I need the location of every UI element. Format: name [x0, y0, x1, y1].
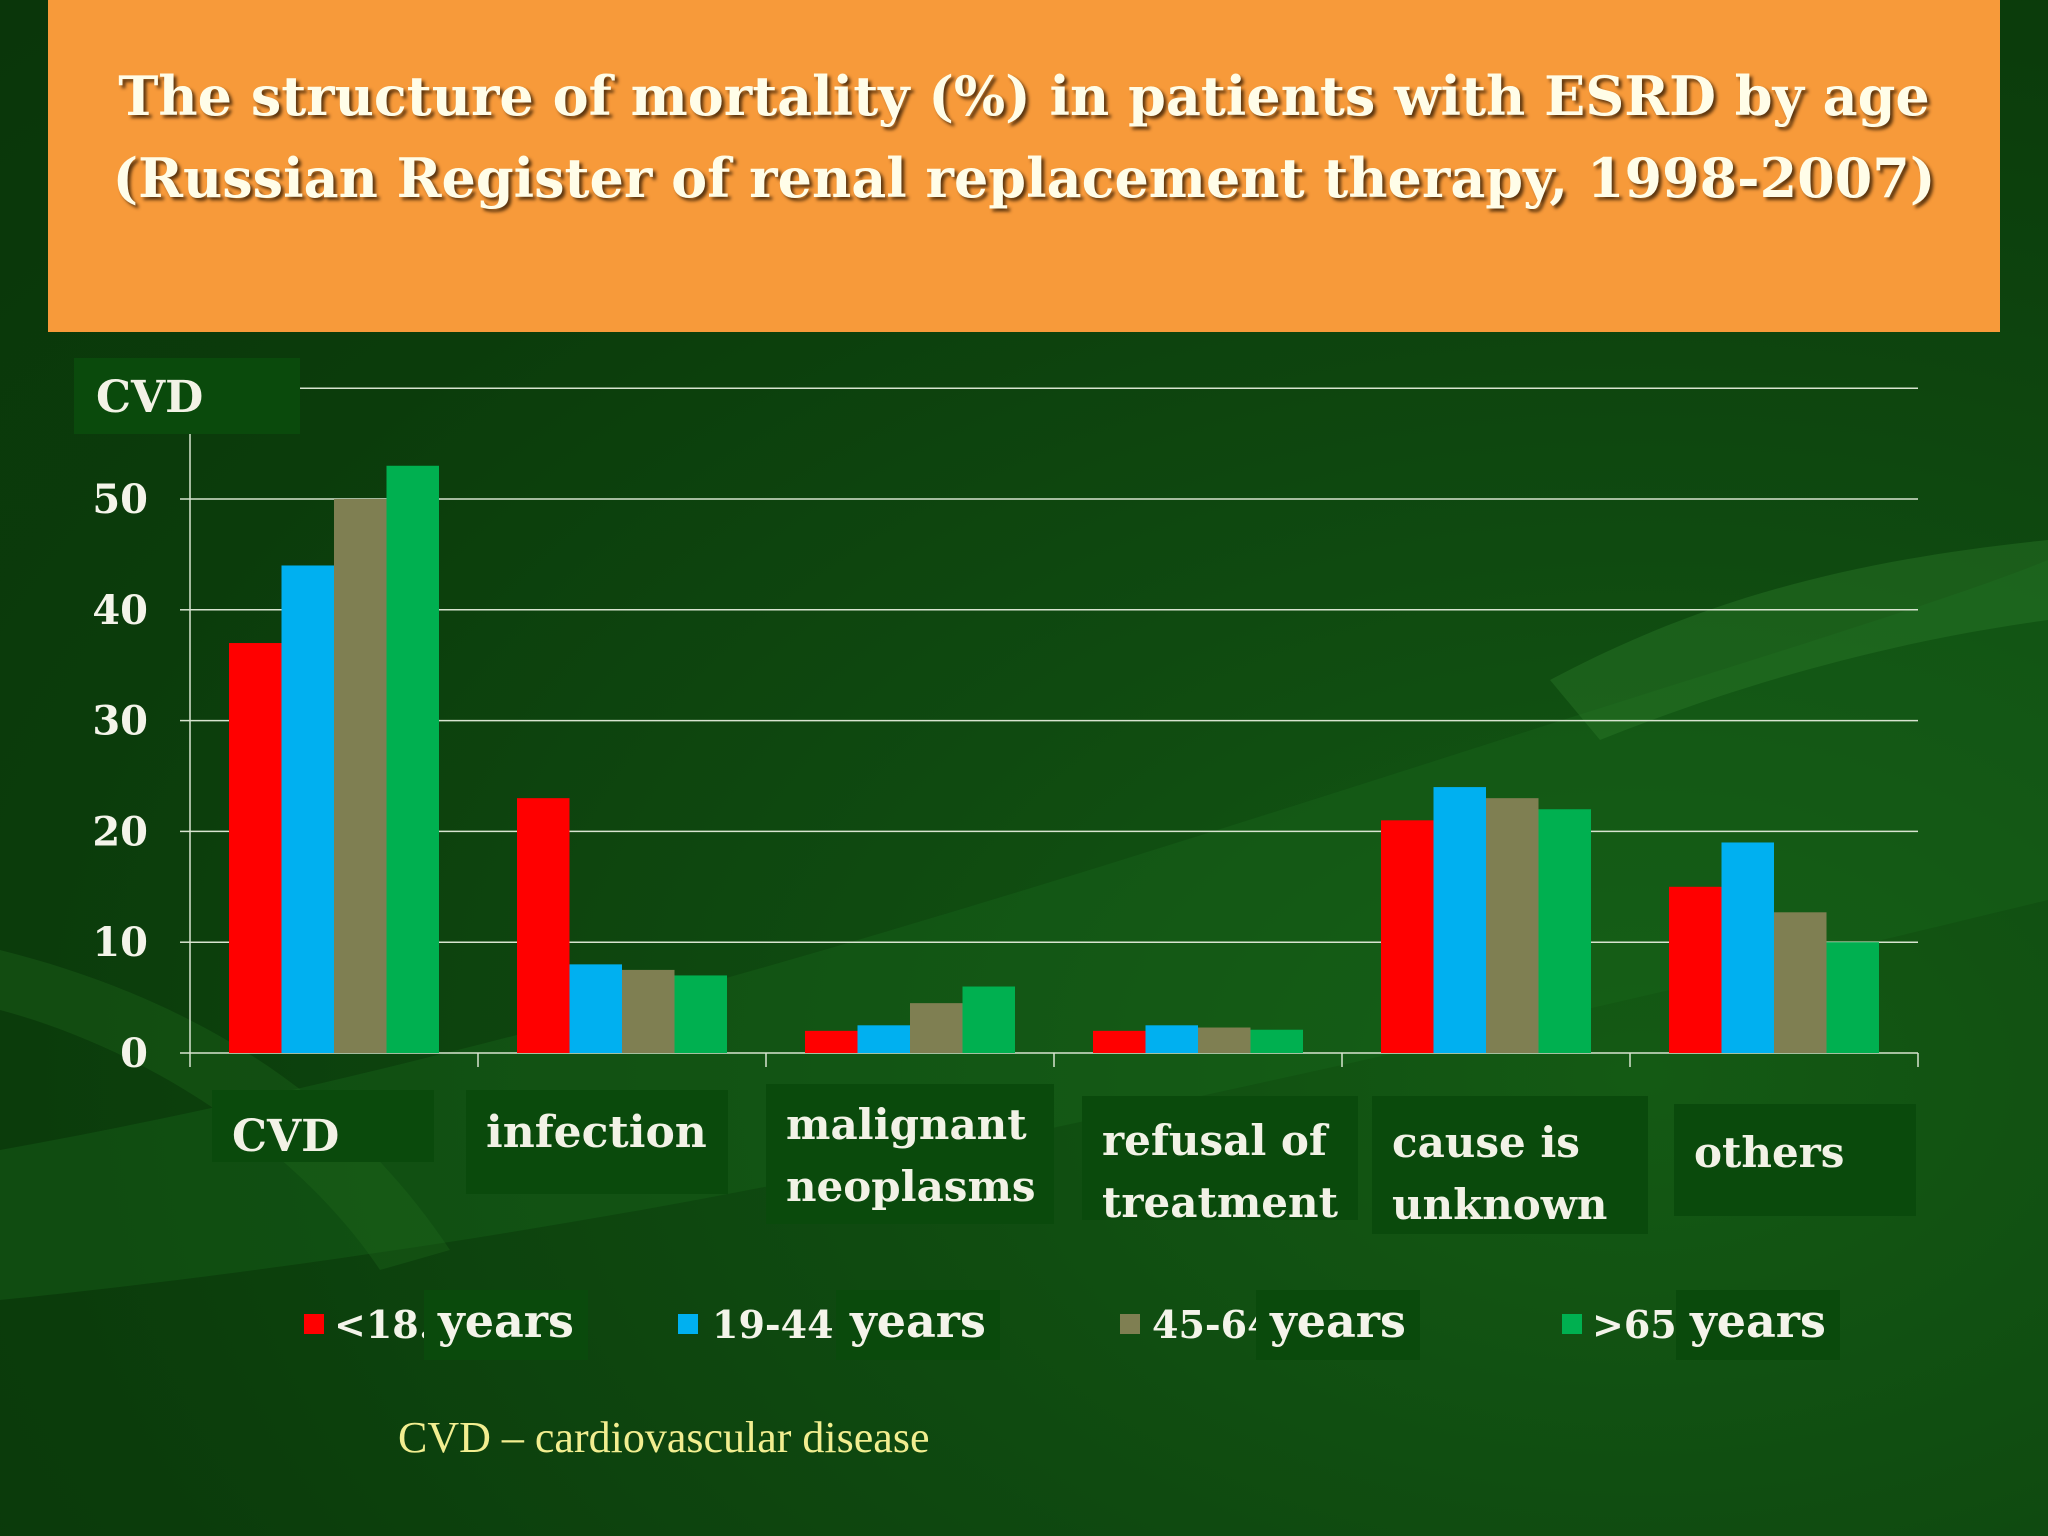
bar [805, 1030, 858, 1053]
y-tick-label: 40 [92, 587, 148, 634]
legend-swatch [678, 1314, 698, 1334]
legend-label: 19-44 [712, 1302, 834, 1347]
legend-swatch [304, 1314, 324, 1334]
bar [1721, 842, 1774, 1053]
bar [1250, 1029, 1303, 1053]
x-tick-label-line: treatment [1102, 1178, 1338, 1227]
x-tick-label-line: malignant [786, 1100, 1027, 1149]
x-tick-label: malignant neoplasms [766, 1084, 1054, 1224]
x-tick-label: refusal of treatment [1082, 1096, 1358, 1227]
legend-unit: years [1256, 1290, 1420, 1360]
bar [569, 964, 622, 1053]
legend-unit: years [836, 1290, 1000, 1360]
legend-swatch [1120, 1314, 1140, 1334]
x-tick-label-line: unknown [1392, 1180, 1608, 1229]
y-tick-label: 50 [92, 476, 148, 523]
y-tick-label: 10 [92, 919, 148, 966]
chart-title-box: CVD [74, 358, 300, 434]
y-tick-label: 0 [120, 1030, 148, 1077]
bar [386, 465, 439, 1053]
bar [1486, 798, 1539, 1053]
bar [1826, 942, 1879, 1053]
bar [1669, 886, 1722, 1053]
bar [229, 643, 282, 1053]
footnote: CVD – cardiovascular disease [398, 1413, 930, 1462]
chart-title: CVD [96, 372, 204, 423]
y-axis: 0 10 20 30 40 50 [92, 434, 1919, 1077]
bar [1093, 1030, 1146, 1053]
bar [1433, 787, 1486, 1053]
x-tick-label: CVD [212, 1090, 434, 1162]
title-banner: The structure of mortality (%) in patien… [48, 0, 2000, 332]
x-tick-label-line: others [1694, 1128, 1845, 1177]
x-tick-label-line: cause is [1392, 1118, 1580, 1167]
bar [1145, 1025, 1198, 1053]
gridlines [190, 387, 1918, 943]
y-tick-label: 20 [92, 808, 148, 855]
legend-label: >65. [1592, 1302, 1690, 1347]
bar [334, 499, 387, 1053]
legend-label: <18. [334, 1302, 432, 1347]
bars [229, 465, 1879, 1053]
legend-unit: years [424, 1290, 588, 1360]
y-tick-label: 30 [92, 698, 148, 745]
bar [281, 565, 334, 1053]
slide-title-line-2: (Russian Register of renal replacement t… [112, 146, 1936, 210]
x-tick-label-line: CVD [232, 1111, 340, 1162]
legend-swatch [1562, 1314, 1582, 1334]
bar [674, 975, 727, 1053]
slide-title-line-1: The structure of mortality (%) in patien… [118, 64, 1930, 128]
bar [622, 969, 675, 1053]
bar [857, 1025, 910, 1053]
legend-label: 45-64 [1152, 1302, 1274, 1347]
bar [910, 1003, 963, 1053]
legend-unit: years [1676, 1290, 1840, 1360]
bar [1198, 1027, 1251, 1053]
x-tick-label-line: refusal of [1102, 1116, 1327, 1165]
bar [1381, 820, 1434, 1053]
bar [517, 798, 570, 1053]
bar [962, 986, 1015, 1053]
x-tick-label: others [1674, 1104, 1916, 1216]
bar [1774, 912, 1827, 1053]
x-tick-label: infection [466, 1090, 728, 1194]
x-tick-label-line: neoplasms [786, 1162, 1036, 1211]
bar [1538, 809, 1591, 1053]
x-tick-label-line: infection [486, 1107, 707, 1158]
x-tick-label: cause is unknown [1372, 1096, 1648, 1234]
